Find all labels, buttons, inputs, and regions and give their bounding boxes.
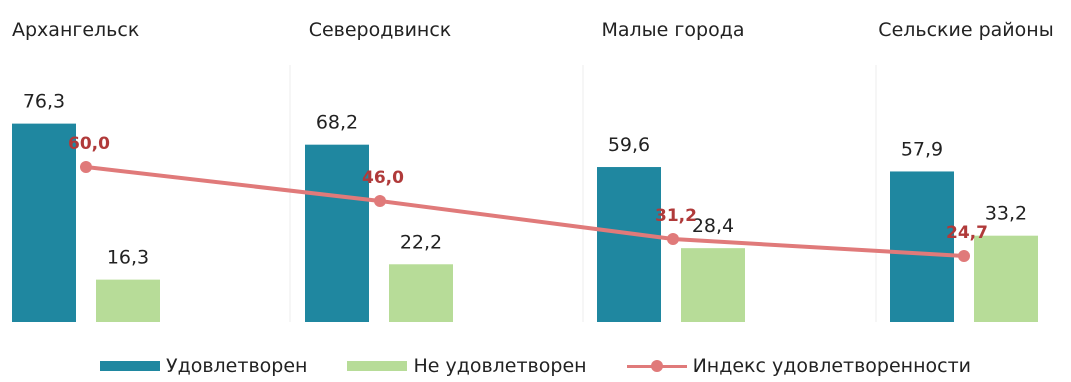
- category-label: Сельские районы: [878, 19, 1053, 41]
- data-label-satisfied: 68,2: [316, 112, 358, 134]
- legend-item-index: Индекс удовлетворенности: [626, 355, 971, 377]
- chart-legend: Удовлетворен Не удовлетворен Индекс удов…: [0, 350, 1071, 382]
- bar-not-satisfied: [681, 248, 745, 322]
- index-point: [80, 161, 92, 173]
- data-label-not-satisfied: 33,2: [985, 203, 1027, 225]
- data-label-not-satisfied: 28,4: [692, 215, 734, 237]
- data-label-not-satisfied: 16,3: [107, 247, 149, 269]
- index-point: [958, 250, 970, 262]
- bar-not-satisfied: [96, 279, 160, 322]
- data-label-index: 31,2: [655, 206, 697, 226]
- bar-satisfied: [305, 144, 369, 322]
- index-line: [85, 165, 965, 258]
- legend-swatch-index: [626, 360, 687, 372]
- index-point: [667, 233, 679, 245]
- bar-not-satisfied: [389, 264, 453, 322]
- category-label: Малые города: [602, 19, 745, 41]
- data-label-not-satisfied: 22,2: [400, 231, 442, 253]
- legend-swatch-satisfied: [100, 361, 160, 371]
- data-label-index: 24,7: [946, 223, 988, 243]
- legend-label-satisfied: Удовлетворен: [166, 355, 308, 377]
- data-label-index: 60,0: [68, 134, 110, 154]
- data-label-index: 46,0: [362, 168, 404, 188]
- bar-not-satisfied: [974, 235, 1038, 322]
- data-label-satisfied: 59,6: [608, 134, 650, 156]
- legend-item-satisfied: Удовлетворен: [100, 355, 307, 377]
- bar-satisfied: [890, 171, 954, 322]
- legend-item-not-satisfied: Не удовлетворен: [347, 355, 587, 377]
- category-label: Северодвинск: [309, 19, 452, 41]
- legend-swatch-not-satisfied: [347, 361, 408, 371]
- data-label-satisfied: 57,9: [901, 138, 943, 160]
- bar-satisfied: [12, 123, 76, 323]
- index-point: [374, 195, 386, 207]
- legend-label-not-satisfied: Не удовлетворен: [413, 355, 587, 377]
- legend-label-index: Индекс удовлетворенности: [692, 355, 971, 377]
- data-label-satisfied: 76,3: [23, 91, 65, 113]
- bar-satisfied: [597, 167, 661, 322]
- category-label: Архангельск: [12, 19, 139, 41]
